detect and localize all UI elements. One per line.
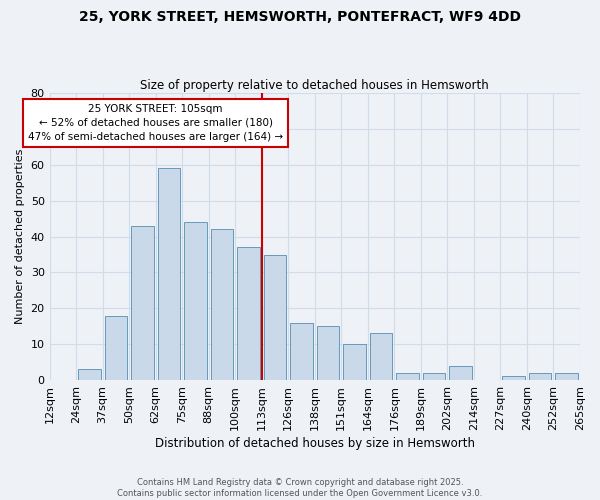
Bar <box>237 248 260 380</box>
Bar <box>556 373 578 380</box>
Bar <box>370 334 392 380</box>
Y-axis label: Number of detached properties: Number of detached properties <box>15 149 25 324</box>
Bar <box>423 373 445 380</box>
Bar <box>343 344 366 380</box>
Bar <box>264 254 286 380</box>
Bar <box>131 226 154 380</box>
Bar <box>211 230 233 380</box>
Text: Contains HM Land Registry data © Crown copyright and database right 2025.
Contai: Contains HM Land Registry data © Crown c… <box>118 478 482 498</box>
Text: 25, YORK STREET, HEMSWORTH, PONTEFRACT, WF9 4DD: 25, YORK STREET, HEMSWORTH, PONTEFRACT, … <box>79 10 521 24</box>
Bar <box>397 373 419 380</box>
Bar <box>104 316 127 380</box>
Bar <box>78 370 101 380</box>
Bar <box>317 326 340 380</box>
Bar <box>502 376 525 380</box>
Bar <box>529 373 551 380</box>
Bar <box>449 366 472 380</box>
Bar <box>290 322 313 380</box>
X-axis label: Distribution of detached houses by size in Hemsworth: Distribution of detached houses by size … <box>155 437 475 450</box>
Text: 25 YORK STREET: 105sqm
← 52% of detached houses are smaller (180)
47% of semi-de: 25 YORK STREET: 105sqm ← 52% of detached… <box>28 104 283 142</box>
Bar <box>158 168 180 380</box>
Bar <box>184 222 207 380</box>
Title: Size of property relative to detached houses in Hemsworth: Size of property relative to detached ho… <box>140 79 489 92</box>
